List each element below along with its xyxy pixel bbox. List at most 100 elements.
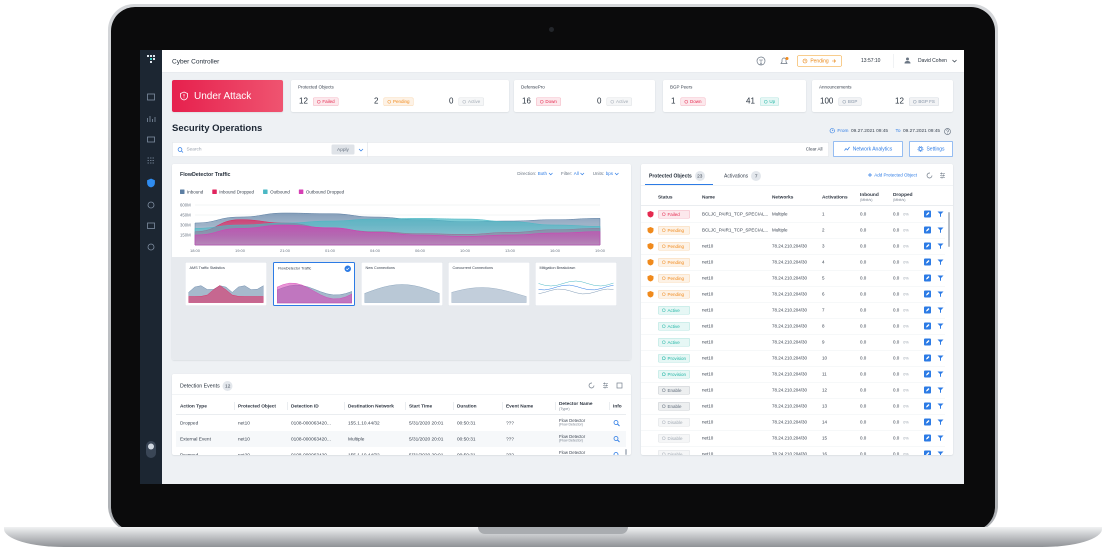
column-header[interactable]: Detection ID xyxy=(291,403,319,409)
filter-button[interactable] xyxy=(937,259,944,266)
filter-button[interactable] xyxy=(937,403,944,410)
column-header[interactable]: Start Time xyxy=(409,403,432,409)
nav-icon-active[interactable] xyxy=(147,178,155,188)
filter-button[interactable] xyxy=(937,451,944,456)
edit-button[interactable] xyxy=(924,258,931,266)
refresh-icon[interactable] xyxy=(588,382,595,389)
summary-card[interactable]: DefensePro 16 Down 0 Active xyxy=(514,80,655,112)
column-header[interactable]: Info xyxy=(613,403,622,409)
nav-icon[interactable] xyxy=(147,93,155,101)
info-icon[interactable] xyxy=(613,420,620,427)
accessibility-icon[interactable] xyxy=(756,56,766,66)
help-icon[interactable] xyxy=(944,128,951,135)
chevron[interactable] xyxy=(358,148,364,152)
user-icon[interactable] xyxy=(904,57,911,64)
column-header[interactable]: Action Type xyxy=(180,403,207,409)
columns-icon[interactable] xyxy=(939,172,946,179)
refresh-icon[interactable] xyxy=(926,172,933,179)
chart-control[interactable]: Direction: Both xyxy=(517,171,553,176)
dropped-percent: 0% xyxy=(903,212,909,217)
export-icon[interactable] xyxy=(616,382,623,389)
summary-card[interactable]: Protected Objects 12 Failed 2 Pending 0 Active xyxy=(291,80,509,112)
chart-control[interactable]: Units: bps xyxy=(593,171,619,176)
filter-button[interactable] xyxy=(937,307,944,314)
edit-button[interactable] xyxy=(924,274,931,282)
filter-button[interactable] xyxy=(937,211,944,218)
tab[interactable]: Activations 7 xyxy=(724,171,762,181)
nav-icon[interactable] xyxy=(147,201,155,209)
summary-card[interactable]: Announcements 100 BGP 12 BGP FS xyxy=(812,80,953,112)
column-header[interactable]: Event Name xyxy=(506,403,533,409)
edit-button[interactable] xyxy=(924,354,931,362)
edit-button[interactable] xyxy=(924,434,931,442)
summary-item: 0 Active xyxy=(597,97,633,106)
nav-icon[interactable] xyxy=(147,243,155,251)
edit-button[interactable] xyxy=(924,242,931,250)
filter-button[interactable] xyxy=(937,435,944,442)
mini-chart-card[interactable]: Concurrent Connections xyxy=(448,262,530,306)
filter-button[interactable] xyxy=(937,387,944,394)
info-icon[interactable] xyxy=(613,452,620,456)
column-header[interactable]: Inbound (Mbit/s) xyxy=(860,192,879,202)
bell-icon[interactable] xyxy=(780,57,788,64)
column-header[interactable]: Destination Network xyxy=(348,403,394,409)
settings-button[interactable]: Settings xyxy=(909,141,953,157)
edit-button[interactable] xyxy=(924,226,931,234)
filter-button[interactable] xyxy=(937,371,944,378)
nav-icon[interactable] xyxy=(147,157,155,164)
filter-button[interactable] xyxy=(937,419,944,426)
clear-all[interactable]: Clear All xyxy=(805,146,823,152)
mini-chart-card[interactable]: FlowDetector Traffic xyxy=(273,262,355,306)
status-label: Failed xyxy=(667,211,680,217)
date-range[interactable]: From 09.27.2021 09:45 To 09.27.2021 09:4… xyxy=(829,128,940,134)
chart-control[interactable]: Filter: All xyxy=(561,171,585,176)
column-header[interactable]: Status xyxy=(658,194,673,200)
columns-icon[interactable] xyxy=(602,382,609,389)
mini-chart-card[interactable]: New Connections xyxy=(361,262,443,306)
edit-button[interactable] xyxy=(924,418,931,426)
mini-chart-card[interactable]: AMS Traffic Statistics xyxy=(185,262,267,306)
column-header[interactable]: Detector Name (Type) xyxy=(559,401,593,411)
network-analytics-button[interactable]: Network Analytics xyxy=(833,141,903,157)
filter-button[interactable] xyxy=(937,275,944,282)
search-bar[interactable]: Search Apply Clear All xyxy=(172,142,829,157)
mini-chart-card[interactable]: Mitigation Breakdown xyxy=(535,262,617,306)
dropped-value: 0.0 xyxy=(893,243,900,249)
add-link[interactable]: Add Protected Object xyxy=(868,173,917,178)
edit-button[interactable] xyxy=(924,290,931,298)
filter-button[interactable] xyxy=(937,227,944,234)
summary-card[interactable]: BGP Peers 1 Down 41 Up xyxy=(663,80,806,112)
table-cell: 0.0 xyxy=(860,307,867,313)
nav-icon[interactable] xyxy=(147,136,155,143)
column-header[interactable]: Name xyxy=(702,194,715,200)
filter-button[interactable] xyxy=(937,339,944,346)
column-header[interactable]: Networks xyxy=(772,194,793,200)
table-cell: Dropped xyxy=(180,452,199,455)
apply-button[interactable]: Apply xyxy=(331,144,355,155)
edit-button[interactable] xyxy=(924,322,931,330)
info-icon[interactable] xyxy=(613,436,620,443)
tab[interactable]: Protected Objects 23 xyxy=(649,171,705,181)
filter-button[interactable] xyxy=(937,243,944,250)
filter-button[interactable] xyxy=(937,291,944,298)
edit-button[interactable] xyxy=(924,386,931,394)
pending-button[interactable]: Pending xyxy=(797,55,842,67)
column-header[interactable]: Protected Object xyxy=(238,403,276,409)
under-attack-label: Under Attack xyxy=(194,90,252,102)
filter-button[interactable] xyxy=(937,323,944,330)
filter-button[interactable] xyxy=(937,355,944,362)
edit-button[interactable] xyxy=(924,210,931,218)
edit-button[interactable] xyxy=(924,402,931,410)
under-attack-card[interactable]: Under Attack xyxy=(172,80,283,112)
edit-button[interactable] xyxy=(924,306,931,314)
nav-icon[interactable] xyxy=(147,116,156,122)
chevron[interactable] xyxy=(952,59,957,63)
edit-button[interactable] xyxy=(924,338,931,346)
edit-button[interactable] xyxy=(924,370,931,378)
edit-button[interactable] xyxy=(924,450,931,456)
column-header[interactable]: Dropped (Mbit/s) xyxy=(893,192,913,202)
column-header[interactable]: Activations xyxy=(822,194,848,200)
nav-icon[interactable] xyxy=(147,222,155,229)
user-name[interactable]: David Cohen xyxy=(918,58,947,64)
column-header[interactable]: Duration xyxy=(457,403,477,409)
